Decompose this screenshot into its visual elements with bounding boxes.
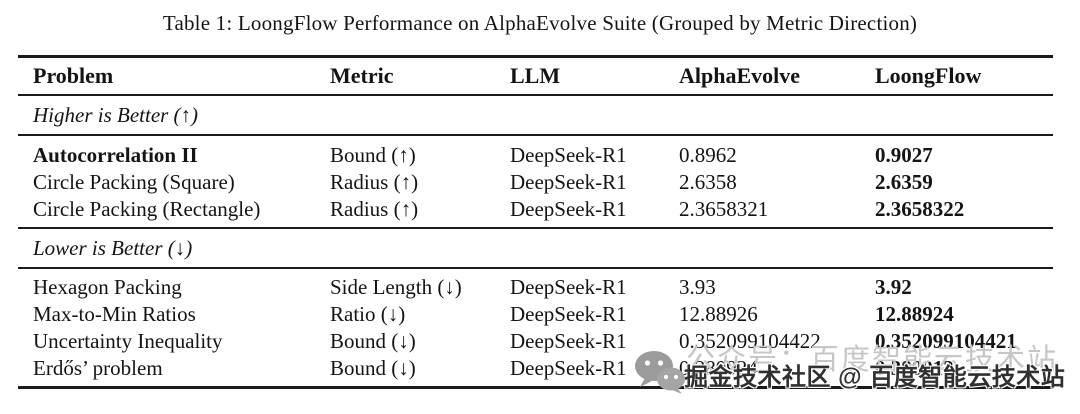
cell-loongflow: 2.3658322	[875, 197, 965, 221]
table-caption: Table 1: LoongFlow Performance on AlphaE…	[162, 11, 918, 35]
section-rule	[18, 267, 1053, 269]
cell-alphaevolve: 0.8962	[679, 143, 737, 167]
table-row: Autocorrelation II Bound (↑) DeepSeek-R1…	[18, 142, 1053, 169]
cell-metric: Bound (↓)	[330, 329, 416, 353]
table-row: Erdős’ problem Bound (↓) DeepSeek-R1 0.3…	[18, 355, 1053, 382]
table-row: Hexagon Packing Side Length (↓) DeepSeek…	[18, 274, 1053, 301]
section-rule	[18, 134, 1053, 136]
bottom-rule	[18, 386, 1053, 389]
cell-metric: Radius (↑)	[330, 170, 419, 194]
cell-problem: Circle Packing (Rectangle)	[33, 197, 261, 221]
table-header-row: Problem Metric LLM AlphaEvolve LoongFlow	[18, 58, 1053, 94]
cell-alphaevolve: 0.380924	[679, 356, 758, 380]
section-label-lower: Lower is Better (↓)	[18, 229, 1053, 267]
cell-llm: DeepSeek-R1	[510, 197, 627, 221]
cell-metric: Side Length (↓)	[330, 275, 462, 299]
top-rule	[18, 55, 1053, 58]
wechat-icon	[634, 350, 686, 399]
col-header-metric: Metric	[330, 63, 394, 88]
cell-llm: DeepSeek-R1	[510, 329, 627, 353]
watermark-light-text: 公众号：百度智能云技术站	[686, 344, 1059, 376]
cell-llm: DeepSeek-R1	[510, 302, 627, 326]
table-row: Max-to-Min Ratios Ratio (↓) DeepSeek-R1 …	[18, 301, 1053, 328]
watermark-dark-text: 掘金技术社区 @ 百度智能云技术站	[684, 364, 1066, 391]
cell-alphaevolve: 0.352099104422	[679, 329, 821, 353]
cell-alphaevolve: 3.93	[679, 275, 716, 299]
col-header-alphaevolve: AlphaEvolve	[679, 63, 801, 88]
col-header-problem: Problem	[33, 63, 114, 88]
cell-loongflow: 2.6359	[875, 170, 933, 194]
col-header-llm: LLM	[510, 63, 561, 88]
section-label-text: Lower is Better (↓)	[33, 235, 193, 260]
section-label-higher: Higher is Better (↑)	[18, 96, 1053, 134]
cell-problem: Circle Packing (Square)	[33, 170, 235, 194]
results-table: Problem Metric LLM AlphaEvolve LoongFlow…	[18, 55, 1053, 389]
cell-problem: Hexagon Packing	[33, 275, 182, 299]
table-row: Uncertainty Inequality Bound (↓) DeepSee…	[18, 328, 1053, 355]
cell-loongflow: 0.352099104421	[875, 329, 1017, 353]
table-row: Circle Packing (Square) Radius (↑) DeepS…	[18, 169, 1053, 196]
section-label-text: Higher is Better (↑)	[33, 102, 199, 127]
cell-loongflow: 0.380913	[875, 356, 954, 380]
cell-metric: Bound (↓)	[330, 356, 416, 380]
cell-llm: DeepSeek-R1	[510, 143, 627, 167]
cell-loongflow: 0.9027	[875, 143, 933, 167]
table-row: Circle Packing (Rectangle) Radius (↑) De…	[18, 196, 1053, 223]
mid-rule	[18, 227, 1053, 229]
cell-metric: Bound (↑)	[330, 143, 416, 167]
cell-metric: Radius (↑)	[330, 197, 419, 221]
cell-llm: DeepSeek-R1	[510, 356, 627, 380]
cell-problem: Erdős’ problem	[33, 356, 163, 380]
cell-problem: Max-to-Min Ratios	[33, 302, 196, 326]
cell-alphaevolve: 2.3658321	[679, 197, 769, 221]
cell-loongflow: 12.88924	[875, 302, 954, 326]
cell-problem: Autocorrelation II	[33, 143, 198, 167]
cell-llm: DeepSeek-R1	[510, 170, 627, 194]
cell-problem: Uncertainty Inequality	[33, 329, 223, 353]
col-header-loongflow: LoongFlow	[875, 63, 982, 88]
cell-alphaevolve: 12.88926	[679, 302, 758, 326]
cell-alphaevolve: 2.6358	[679, 170, 737, 194]
cell-loongflow: 3.92	[875, 275, 912, 299]
cell-metric: Ratio (↓)	[330, 302, 406, 326]
cell-llm: DeepSeek-R1	[510, 275, 627, 299]
header-rule	[18, 94, 1053, 96]
